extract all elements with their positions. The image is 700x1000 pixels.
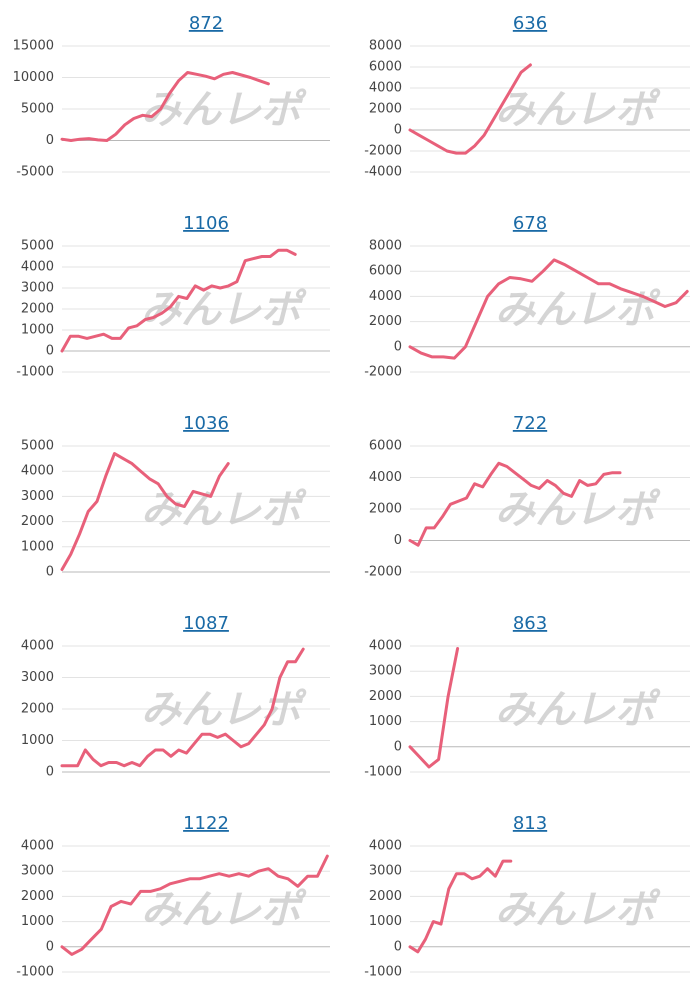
chart-title[interactable]: 678 — [513, 213, 547, 234]
y-tick-label: -2000 — [364, 565, 402, 580]
y-tick-label: 2000 — [369, 502, 402, 517]
y-tick-label: 4000 — [369, 639, 402, 654]
y-tick-label: -4000 — [364, 165, 402, 180]
y-tick-label: 0 — [46, 939, 54, 954]
chart-title[interactable]: 636 — [513, 13, 547, 34]
y-tick-label: 3000 — [369, 864, 402, 879]
watermark: みんレポ — [141, 887, 307, 933]
y-tick-label: 0 — [394, 339, 402, 354]
y-tick-label: 4000 — [21, 639, 54, 654]
series-line — [60, 248, 297, 353]
y-tick-label: 1000 — [21, 539, 54, 554]
y-tick-label: 4000 — [369, 839, 402, 854]
y-tick-label: 3000 — [21, 670, 54, 685]
watermark: みんレポ — [495, 87, 661, 133]
y-tick-label: 5000 — [21, 439, 54, 454]
y-tick-label: 3000 — [21, 489, 54, 504]
y-tick-label: 2000 — [369, 889, 402, 904]
series-line — [60, 71, 270, 142]
series-line — [408, 63, 532, 155]
chart-title[interactable]: 1106 — [183, 213, 229, 234]
chart-title[interactable]: 1122 — [183, 813, 229, 834]
y-tick-label: 8000 — [369, 39, 402, 54]
chart-title[interactable]: 813 — [513, 813, 547, 834]
y-tick-label: 2000 — [21, 302, 54, 317]
series-line — [408, 461, 622, 547]
watermark: みんレポ — [495, 487, 661, 533]
y-tick-label: 5000 — [21, 102, 54, 117]
chart-title[interactable]: 1036 — [183, 413, 229, 434]
y-tick-label: 4000 — [369, 470, 402, 485]
y-tick-label: 4000 — [21, 839, 54, 854]
y-tick-label: 2000 — [21, 514, 54, 529]
y-tick-label: 0 — [46, 133, 54, 148]
y-tick-label: 6000 — [369, 264, 402, 279]
y-tick-label: 3000 — [21, 281, 54, 296]
chart-title[interactable]: 722 — [513, 413, 547, 434]
y-tick-label: 2000 — [369, 689, 402, 704]
y-tick-label: 4000 — [21, 464, 54, 479]
series-line — [408, 859, 513, 954]
y-tick-label: 3000 — [21, 864, 54, 879]
series-line — [60, 854, 329, 956]
y-tick-label: 1000 — [369, 714, 402, 729]
series-line — [60, 452, 230, 571]
y-tick-label: 0 — [394, 939, 402, 954]
series-line — [408, 647, 460, 769]
y-tick-label: 8000 — [369, 239, 402, 254]
y-tick-label: 4000 — [21, 260, 54, 275]
watermark: みんレポ — [141, 487, 307, 533]
watermark: みんレポ — [141, 687, 307, 733]
y-tick-label: 4000 — [369, 81, 402, 96]
y-tick-label: -1000 — [16, 965, 54, 980]
chart-title[interactable]: 863 — [513, 613, 547, 634]
y-tick-label: -1000 — [364, 765, 402, 780]
chart-title[interactable]: 872 — [189, 13, 223, 34]
y-tick-label: 6000 — [369, 439, 402, 454]
y-tick-label: 2000 — [21, 889, 54, 904]
y-tick-label: 1000 — [21, 323, 54, 338]
series-line — [408, 258, 689, 360]
y-tick-label: 4000 — [369, 289, 402, 304]
series-line — [60, 647, 305, 768]
chart-title[interactable]: 1087 — [183, 613, 229, 634]
y-tick-label: -5000 — [16, 165, 54, 180]
y-tick-label: -2000 — [364, 144, 402, 159]
y-tick-label: 0 — [394, 123, 402, 138]
y-tick-label: -1000 — [364, 965, 402, 980]
y-tick-label: 10000 — [13, 70, 54, 85]
y-tick-label: 5000 — [21, 239, 54, 254]
y-tick-label: -1000 — [16, 365, 54, 380]
y-tick-label: 2000 — [21, 702, 54, 717]
y-tick-label: 0 — [394, 533, 402, 548]
y-tick-label: 15000 — [13, 39, 54, 54]
y-tick-label: 0 — [394, 739, 402, 754]
y-tick-label: 3000 — [369, 664, 402, 679]
y-tick-label: -2000 — [364, 365, 402, 380]
watermark: みんレポ — [495, 687, 661, 733]
y-tick-label: 1000 — [21, 733, 54, 748]
y-tick-label: 1000 — [21, 914, 54, 929]
y-tick-label: 1000 — [369, 914, 402, 929]
y-tick-label: 0 — [46, 565, 54, 580]
y-tick-label: 2000 — [369, 102, 402, 117]
y-tick-label: 0 — [46, 765, 54, 780]
y-tick-label: 6000 — [369, 60, 402, 75]
watermark: みんレポ — [141, 87, 307, 133]
watermark: みんレポ — [495, 887, 661, 933]
y-tick-label: 2000 — [369, 314, 402, 329]
y-tick-label: 0 — [46, 344, 54, 359]
